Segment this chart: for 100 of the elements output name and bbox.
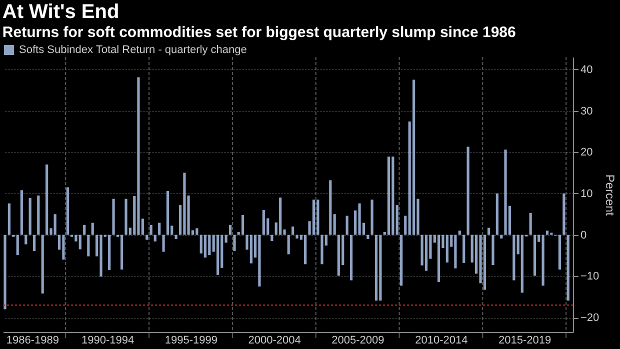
bar bbox=[41, 234, 44, 294]
x-tick-label: 2005-2009 bbox=[332, 334, 384, 346]
bar bbox=[37, 196, 40, 235]
bar bbox=[20, 190, 23, 235]
bar bbox=[558, 234, 562, 270]
bar bbox=[150, 224, 152, 235]
bar bbox=[74, 234, 78, 242]
chart-title: At Wit's End bbox=[2, 1, 120, 23]
bar bbox=[137, 77, 140, 235]
bar bbox=[120, 234, 124, 270]
bar bbox=[112, 198, 115, 235]
y-tick-label: −20 bbox=[580, 312, 600, 324]
bar bbox=[446, 234, 448, 263]
bar bbox=[487, 228, 490, 235]
bar bbox=[350, 234, 353, 280]
x-tick-label: 1990-1994 bbox=[81, 334, 134, 346]
bar bbox=[233, 234, 236, 251]
bar bbox=[196, 228, 198, 235]
bar bbox=[32, 234, 36, 251]
bar bbox=[158, 222, 161, 235]
bar bbox=[287, 234, 290, 254]
bar bbox=[483, 234, 486, 290]
bar bbox=[374, 234, 378, 301]
bar bbox=[108, 234, 111, 270]
bar bbox=[62, 234, 65, 260]
bar bbox=[320, 234, 324, 264]
bar bbox=[366, 234, 370, 239]
bar bbox=[224, 234, 228, 243]
x-tick-label: 1986-1989 bbox=[6, 334, 60, 346]
bar bbox=[28, 198, 32, 235]
bar bbox=[258, 234, 261, 287]
bar bbox=[228, 224, 232, 235]
bar bbox=[466, 146, 470, 235]
bar bbox=[162, 234, 165, 252]
bar bbox=[208, 234, 211, 256]
bar bbox=[424, 234, 428, 271]
bar bbox=[304, 234, 307, 264]
y-axis-title: Percent bbox=[603, 174, 618, 216]
bar bbox=[91, 222, 94, 235]
bar bbox=[333, 214, 336, 235]
bar bbox=[358, 203, 361, 235]
bar bbox=[379, 234, 382, 301]
bar bbox=[312, 200, 316, 235]
bar bbox=[458, 230, 461, 235]
bar bbox=[78, 234, 82, 250]
bar bbox=[154, 234, 156, 242]
bar bbox=[16, 234, 19, 256]
bar bbox=[566, 234, 570, 301]
bar bbox=[316, 200, 320, 235]
bar bbox=[492, 234, 494, 266]
y-tick-label: 10 bbox=[580, 188, 593, 200]
bar bbox=[204, 234, 206, 258]
bar bbox=[392, 156, 394, 235]
bar bbox=[46, 164, 48, 235]
bar bbox=[504, 150, 507, 235]
bar bbox=[174, 234, 178, 239]
bar bbox=[183, 172, 186, 235]
bar bbox=[4, 234, 6, 310]
bar bbox=[346, 216, 348, 235]
bar bbox=[370, 200, 374, 235]
y-tick-label: 20 bbox=[580, 146, 593, 159]
bar bbox=[400, 234, 403, 286]
bar bbox=[66, 187, 69, 235]
bar bbox=[529, 212, 532, 235]
bar bbox=[296, 234, 298, 239]
bar bbox=[404, 216, 407, 235]
bar bbox=[124, 198, 128, 235]
x-tick-label: 2000-2004 bbox=[248, 334, 301, 346]
bar bbox=[270, 234, 274, 242]
bar bbox=[250, 234, 252, 264]
bar bbox=[262, 210, 265, 235]
bar bbox=[279, 198, 282, 235]
bar bbox=[496, 193, 498, 235]
bar bbox=[387, 156, 390, 235]
bar bbox=[437, 234, 440, 282]
bar bbox=[337, 234, 340, 276]
bar bbox=[216, 234, 220, 275]
bar bbox=[512, 234, 516, 280]
bar bbox=[166, 190, 170, 235]
bar bbox=[146, 234, 148, 240]
bar bbox=[241, 214, 244, 235]
x-tick-label: 2015-2019 bbox=[498, 334, 552, 346]
bar bbox=[24, 234, 28, 244]
bar bbox=[396, 205, 398, 235]
y-tick-label: 30 bbox=[580, 105, 593, 118]
bar bbox=[500, 234, 503, 239]
bar bbox=[291, 226, 294, 235]
x-tick-label: 2010-2014 bbox=[415, 334, 468, 346]
bar bbox=[87, 234, 90, 256]
x-tick-label: 1995-1999 bbox=[164, 334, 218, 346]
bar bbox=[83, 224, 86, 235]
bar bbox=[100, 234, 102, 277]
y-tick-label: 40 bbox=[580, 64, 593, 76]
bar bbox=[412, 80, 416, 235]
bar bbox=[8, 203, 11, 235]
bar bbox=[329, 180, 332, 235]
bar bbox=[542, 234, 544, 286]
bar bbox=[454, 234, 457, 268]
y-tick-label: 0 bbox=[580, 229, 587, 242]
bar bbox=[54, 214, 56, 235]
